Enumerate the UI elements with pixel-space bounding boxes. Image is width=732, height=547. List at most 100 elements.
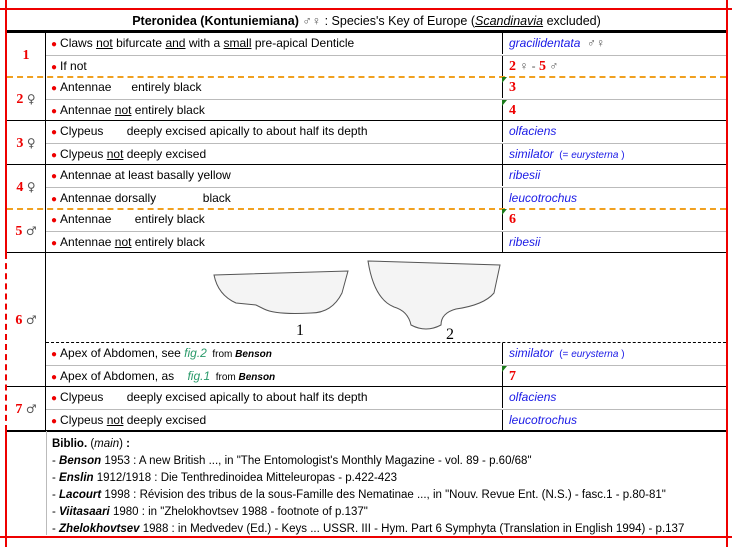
species-name[interactable]: similator [509, 147, 554, 161]
biblio-text: 1953 : A new British ..., in "The Entomo… [101, 455, 532, 467]
result-cell[interactable]: ribesii [502, 165, 726, 186]
frame-left-line [5, 0, 7, 253]
goto-couplet-link[interactable]: 5 [539, 59, 546, 74]
biblio-text: 1988 : in Medvedev (Ed.) - Keys ... USSR… [139, 523, 685, 535]
result-cell[interactable]: olfaciens [502, 387, 726, 408]
result-cell[interactable]: olfaciens [502, 121, 726, 142]
biblio-entry: - Lacourt 1998 : Révision des tribus de … [52, 489, 666, 501]
goto-couplet-link[interactable]: 4 [509, 103, 516, 118]
lead-segment: Antennae [60, 103, 115, 117]
biblio-title: Biblio. [52, 438, 88, 450]
couplet-number: 1 [7, 33, 46, 77]
biblio-author: Lacourt [59, 489, 102, 501]
goto-couplet-link[interactable]: 3 [509, 80, 516, 95]
lead-text: ● Clypeus deeply excised apically to abou… [46, 121, 502, 142]
frame-left-line-dashed [5, 253, 7, 431]
comment-flag-icon [502, 77, 507, 83]
key-row: ● Claws not bifurcate and with a small pr… [46, 33, 726, 55]
goto-couplet-link[interactable]: 6 [509, 212, 516, 227]
species-name[interactable]: leucotrochus [509, 413, 578, 427]
result-cell[interactable]: 3 [502, 77, 726, 98]
result-cell[interactable]: leucotrochus [502, 410, 726, 431]
key-bottom-divider [7, 430, 726, 432]
goto-couplet-link[interactable]: 2 [509, 59, 516, 74]
bullet-icon: ● [51, 194, 58, 205]
key-row: ● Antennae not entirely black ribesii [46, 231, 726, 253]
species-name[interactable]: gracilidentata [509, 36, 581, 50]
result-text: ) [618, 150, 625, 161]
species-name[interactable]: olfaciens [509, 124, 557, 138]
lead-segment: deeply excised [123, 147, 207, 161]
bullet-icon: ● [51, 372, 58, 383]
frame-bottom-line [0, 536, 732, 538]
bullet-icon: ● [51, 171, 58, 182]
page-title: Pteronidea (Kontuniemiana) ♂♀ : Species'… [7, 10, 726, 33]
result-cell[interactable]: similator (= eurysterna ) [502, 144, 726, 165]
couplet-number-value: 5 [15, 224, 23, 239]
biblio-text: 1998 : Révision des tribus de la sous-Fa… [101, 489, 666, 501]
biblio-entry: - Zhelokhovtsev 1988 : in Medvedev (Ed.)… [52, 523, 685, 535]
result-cell[interactable]: gracilidentata ♂♀ [502, 33, 726, 54]
lead-segment: Antennae dorsally black [60, 191, 231, 205]
lead-segment: and [165, 36, 186, 50]
abdomen-drawings: 1 2 [213, 260, 501, 343]
lead-segment: not [96, 36, 113, 50]
couplet-sex-symbol: ♀ [26, 92, 36, 106]
biblio-entry: - Enslin 1912/1918 : Die Tenthredinoidea… [52, 472, 398, 484]
biblio-text: 1912/1918 : Die Tenthredinoidea Mitteleu… [93, 472, 398, 484]
key-row: ● Apex of Abdomen, see fig.2 from Benson s… [46, 343, 726, 365]
title-genus: Pteronidea (Kontuniemiana) [132, 14, 299, 28]
lead-segment: If not [60, 59, 87, 73]
result-text: ♂♀ [580, 36, 606, 50]
bullet-icon: ● [51, 215, 58, 226]
biblio-text: 1980 : in "Zhelokhovtsev 1988 - footnote… [109, 506, 368, 518]
couplet-sex-symbol: ♂ [25, 402, 37, 416]
species-name[interactable]: leucotrochus [509, 191, 578, 205]
lead-segment: bifurcate [112, 36, 166, 50]
lead-segment: entirely black [131, 103, 205, 117]
biblio-entry: - Viitasaari 1980 : in "Zhelokhovtsev 19… [52, 506, 368, 518]
bullet-icon: ● [51, 238, 58, 249]
lead-text: ● Antennae not entirely black [46, 100, 502, 121]
key-row: ● Clypeus not deeply excised leucotrochus [46, 409, 726, 431]
species-name[interactable]: ribesii [509, 168, 541, 182]
key-row: ● Apex of Abdomen, as fig.1 from Benson 7 [46, 365, 726, 387]
couplet-number: 7 ♂ [7, 387, 46, 431]
species-name[interactable]: ribesii [509, 235, 541, 249]
lead-segment: not [106, 413, 124, 427]
title-rest: : Species's Key of Europe ( [321, 14, 475, 28]
group-divider-dashed [7, 208, 726, 210]
result-cell[interactable]: 4 [502, 100, 726, 121]
biblio-heading: Biblio. (main) : [52, 438, 130, 450]
result-cell[interactable]: 6 [502, 209, 726, 230]
species-name[interactable]: eurysterna [571, 150, 619, 161]
result-cell[interactable]: 2 ♀ - 5 ♂ [502, 56, 726, 77]
bibliography: Biblio. (main) : - Benson 1953 : A new B… [46, 431, 726, 535]
figure-label-1: 1 [296, 322, 304, 339]
result-cell[interactable]: 7 [502, 366, 726, 387]
result-cell[interactable]: leucotrochus [502, 188, 726, 209]
result-text: (= [553, 349, 572, 360]
result-cell[interactable]: ribesii [502, 232, 726, 253]
lead-segment: from [210, 372, 239, 383]
result-cell[interactable]: similator (= eurysterna ) [502, 343, 726, 364]
lead-segment: from [206, 349, 236, 360]
lead-segment: not [114, 103, 132, 117]
biblio-main: main [94, 438, 120, 450]
key-row: ● Antennae entirely black 3 [46, 77, 726, 99]
title-sexes: ♂♀ [298, 14, 322, 28]
couplet-number: 2 ♀ [7, 77, 46, 121]
lead-text: ● Antennae entirely black [46, 77, 502, 98]
bullet-icon: ● [51, 127, 58, 138]
bullet-icon: ● [51, 83, 58, 94]
couplet-number-value: 7 [15, 402, 23, 417]
species-name[interactable]: similator [509, 346, 554, 360]
lead-segment: Claws [60, 36, 97, 50]
result-text: (= [553, 150, 572, 161]
species-name[interactable]: eurysterna [571, 349, 619, 360]
goto-couplet-link[interactable]: 7 [509, 369, 516, 384]
figure-apex-abdomen: 1 2 [46, 253, 726, 343]
biblio-author: Viitasaari [59, 506, 110, 518]
species-name[interactable]: olfaciens [509, 390, 557, 404]
lead-segment: fig.2 [184, 346, 207, 360]
